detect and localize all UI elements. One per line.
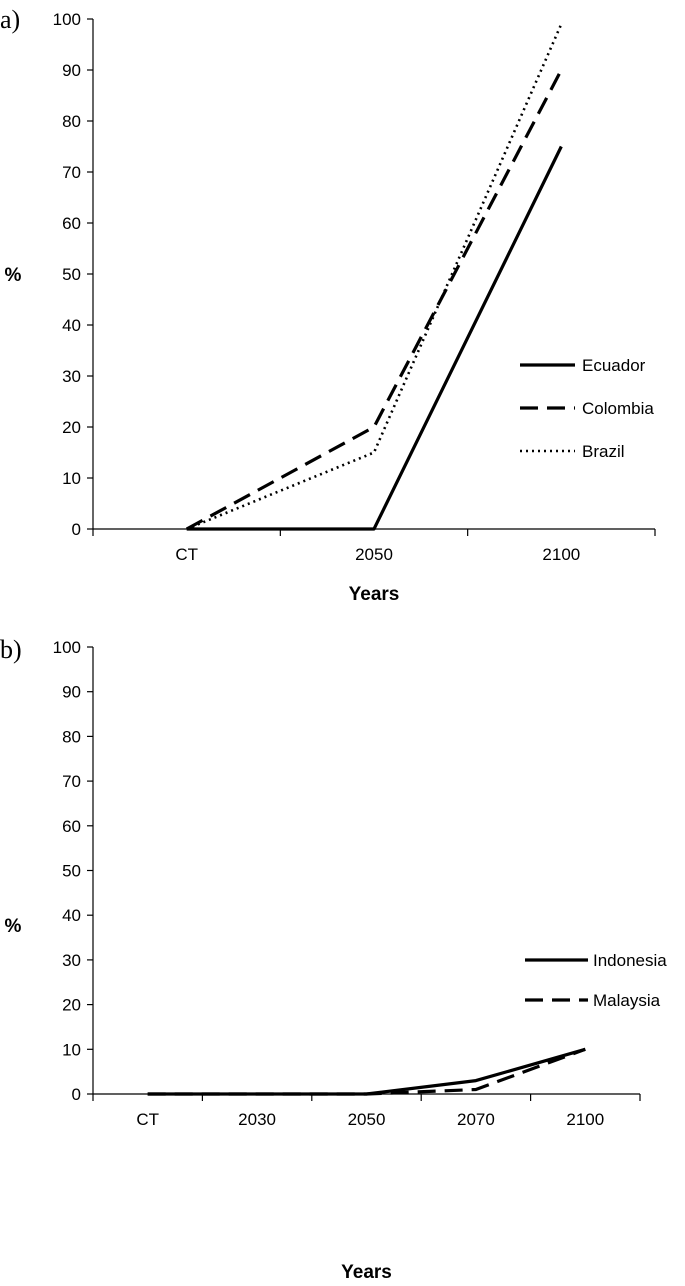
y-tick-label: 70: [62, 772, 81, 791]
y-tick-label: 20: [62, 996, 81, 1015]
x-tick-label: 2100: [566, 1110, 604, 1129]
series-line-malaysia: [147, 1047, 586, 1096]
y-tick-label: 90: [62, 61, 81, 80]
y-tick-label: 80: [62, 727, 81, 746]
y-tick-label: 50: [62, 265, 81, 284]
y-axis-title: %: [5, 265, 22, 286]
y-tick-label: 40: [62, 316, 81, 335]
x-tick-label: 2050: [355, 545, 393, 564]
y-tick-label: 60: [62, 214, 81, 233]
legend-label-brazil: Brazil: [582, 442, 625, 461]
y-tick-label: 40: [62, 906, 81, 925]
x-axis-title: Years: [341, 1262, 392, 1283]
panel-label: b): [0, 635, 22, 664]
y-tick-label: 0: [72, 520, 81, 539]
y-tick-label: 80: [62, 112, 81, 131]
panel-label: a): [0, 5, 20, 34]
y-tick-label: 20: [62, 418, 81, 437]
x-tick-label: 2100: [542, 545, 580, 564]
x-tick-label: CT: [175, 545, 198, 564]
y-tick-label: 90: [62, 683, 81, 702]
series-line-ecuador: [186, 145, 563, 531]
x-tick-label: 2030: [238, 1110, 276, 1129]
y-tick-label: 30: [62, 367, 81, 386]
legend-label-colombia: Colombia: [582, 399, 654, 418]
y-tick-label: 30: [62, 951, 81, 970]
x-axis-title: Years: [349, 584, 400, 605]
x-tick-label: CT: [136, 1110, 159, 1129]
y-tick-label: 100: [53, 638, 81, 657]
y-tick-label: 70: [62, 163, 81, 182]
series-line-brazil: [186, 23, 563, 531]
y-tick-label: 50: [62, 862, 81, 881]
y-tick-label: 100: [53, 10, 81, 29]
y-tick-label: 10: [62, 1040, 81, 1059]
x-tick-label: 2070: [457, 1110, 495, 1129]
legend-label-indonesia: Indonesia: [593, 951, 667, 970]
series-line-colombia: [185, 69, 563, 531]
y-axis-title: %: [5, 916, 22, 937]
legend-label-ecuador: Ecuador: [582, 356, 646, 375]
x-tick-label: 2050: [348, 1110, 386, 1129]
series-line-indonesia: [147, 1047, 586, 1096]
y-tick-label: 0: [72, 1085, 81, 1104]
y-tick-label: 60: [62, 817, 81, 836]
legend-label-malaysia: Malaysia: [593, 991, 661, 1010]
chart-panel-a: a) 0 10 20 30 40 50 60 70 80 90 100 CT 2050 2100% Years…: [0, 5, 656, 605]
y-tick-label: 10: [62, 469, 81, 488]
